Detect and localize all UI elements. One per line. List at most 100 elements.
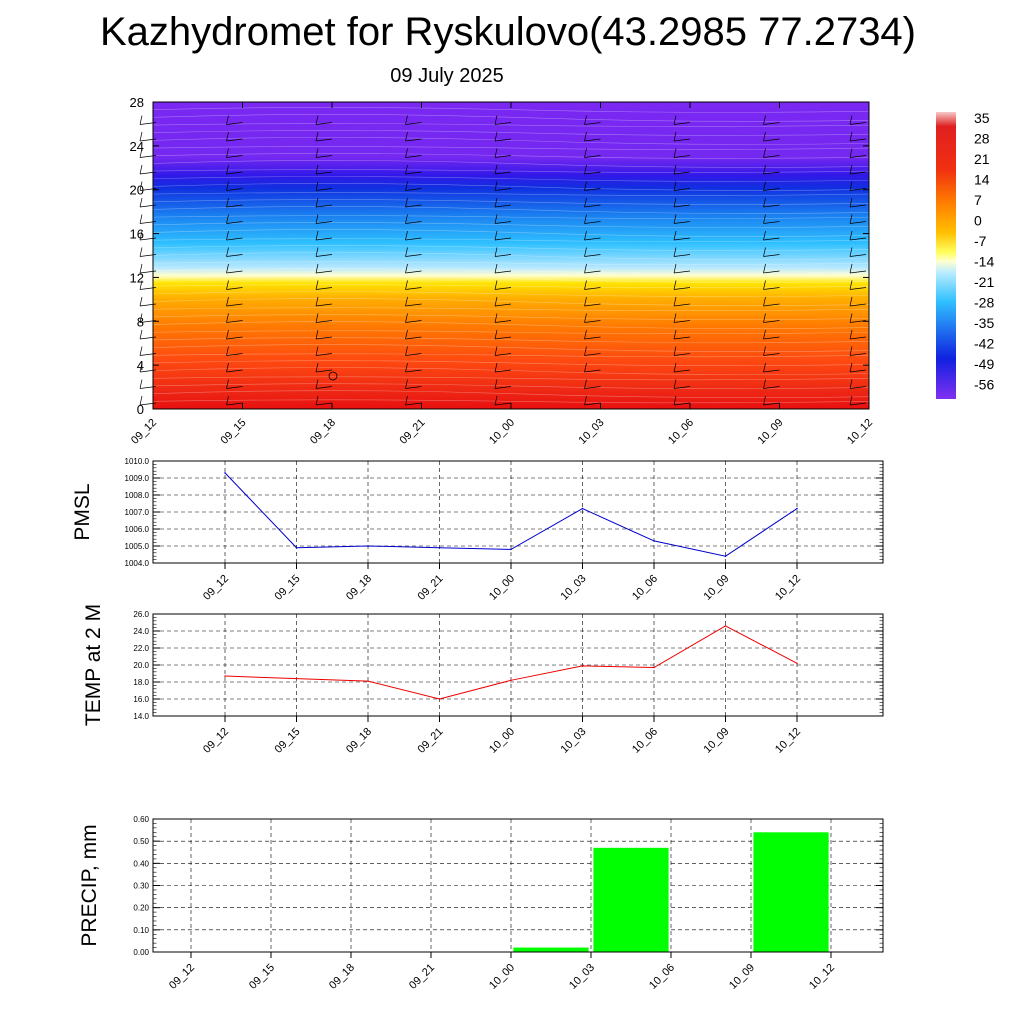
contour-line xyxy=(152,176,870,182)
wind-barb-flag xyxy=(315,346,319,356)
wind-barb-flag xyxy=(226,379,229,389)
wind-barb xyxy=(763,138,780,142)
y-tick-label: 1008.0 xyxy=(125,491,150,500)
wind-barb-flag xyxy=(763,329,766,340)
wind-barb-flag xyxy=(849,329,853,340)
x-tick-label: 09_12 xyxy=(201,726,231,756)
wind-barb xyxy=(584,188,601,191)
wind-barb xyxy=(405,155,422,158)
wind-barb xyxy=(226,353,243,356)
contour-line xyxy=(152,314,870,320)
wind-barb xyxy=(226,155,243,158)
wind-barb xyxy=(494,171,512,175)
wind-barb-flag xyxy=(405,181,408,191)
wind-barb xyxy=(849,287,867,290)
x-tick-label: 09_18 xyxy=(344,573,374,603)
x-tick-label: 10_03 xyxy=(577,417,607,447)
contour-line xyxy=(152,146,870,150)
wind-barb-flag xyxy=(494,214,498,224)
wind-barb-flag xyxy=(405,197,408,208)
contour-line xyxy=(152,291,870,297)
wind-barb xyxy=(405,287,422,290)
contour-line xyxy=(152,353,870,358)
colorbar-label: -56 xyxy=(974,377,994,393)
wind-barb xyxy=(226,287,243,290)
y-tick-label: 22.0 xyxy=(133,644,149,653)
wind-barb xyxy=(673,171,691,175)
wind-barb-flag xyxy=(673,230,677,241)
contour-line xyxy=(152,222,870,228)
wind-barb xyxy=(494,386,512,389)
data-point xyxy=(796,662,798,665)
wind-barb-flag xyxy=(405,115,408,125)
x-tick-label: 09_18 xyxy=(308,417,338,447)
wind-barb xyxy=(226,303,243,307)
precip-bar xyxy=(593,847,669,952)
wind-barb xyxy=(763,188,780,191)
x-tick-label: 09_18 xyxy=(327,962,357,992)
wind-barb-flag xyxy=(405,214,408,224)
wind-barb-flag xyxy=(226,329,229,340)
wind-barb-flag xyxy=(226,148,229,158)
wind-barb-flag xyxy=(226,362,229,373)
wind-barb-flag xyxy=(494,395,498,406)
wind-barb-flag xyxy=(584,346,587,356)
wind-barb xyxy=(673,303,691,307)
wind-barb xyxy=(849,353,867,356)
wind-barb-flag xyxy=(763,214,766,224)
contour-line xyxy=(152,261,870,265)
wind-barb-flag xyxy=(494,197,498,208)
contour-line xyxy=(152,238,870,242)
wind-barb-flag xyxy=(494,280,498,290)
wind-barb-flag xyxy=(584,197,587,208)
colorbar-label: 14 xyxy=(974,172,990,188)
wind-barb xyxy=(226,204,243,208)
temp-panel: 14.0 16.0 18.0 20.0 22.0 24.0 26.0 09_12 09_15 09… xyxy=(82,604,884,756)
data-point xyxy=(724,625,727,627)
wind-barb-flag xyxy=(849,230,853,241)
wind-barb xyxy=(494,303,512,307)
wind-barb-flag xyxy=(315,131,319,142)
wind-barb-flag xyxy=(315,280,319,290)
contour-line xyxy=(152,114,870,122)
x-tick-label: 10_06 xyxy=(666,417,696,447)
wind-barb-flag xyxy=(673,296,677,307)
wind-barb-flag xyxy=(139,131,143,142)
wind-barb xyxy=(226,254,243,257)
wind-barb-flag xyxy=(584,313,587,323)
wind-barb xyxy=(584,287,601,290)
x-tick-label: 10_12 xyxy=(845,417,875,447)
contour-line xyxy=(152,307,870,312)
wind-barb-flag xyxy=(763,181,766,191)
wind-barb-flag xyxy=(849,296,853,307)
wind-barb xyxy=(673,155,691,158)
x-tick-label: 09_21 xyxy=(398,417,428,447)
wind-barb xyxy=(849,171,867,175)
contour-line xyxy=(152,206,870,214)
contour-line xyxy=(152,137,870,145)
wind-barb-flag xyxy=(139,329,143,340)
wind-barb xyxy=(849,336,867,340)
wind-barb xyxy=(226,320,243,323)
colorbar-label: -49 xyxy=(974,356,994,372)
wind-barb xyxy=(315,138,333,142)
colorbar-label: -14 xyxy=(974,254,994,270)
wind-barb xyxy=(849,204,867,208)
wind-barb-flag xyxy=(226,263,229,274)
panel-frame xyxy=(152,613,884,717)
x-tick-label: 10_09 xyxy=(702,726,732,756)
wind-barb xyxy=(315,188,333,191)
wind-barb-flag xyxy=(849,395,853,406)
x-tick-label: 09_12 xyxy=(129,417,159,447)
wind-barb xyxy=(849,369,867,373)
colorbar-label: -21 xyxy=(974,274,994,290)
y-tick-label: 1006.0 xyxy=(125,525,150,534)
y-tick-label: 8 xyxy=(137,314,144,329)
data-point xyxy=(653,666,655,669)
wind-barb-flag xyxy=(763,313,766,323)
pmsl-panel: 1004.0 1005.0 1006.0 1007.0 1008.0 1009.0 1010… xyxy=(71,457,884,603)
wind-barb xyxy=(405,336,422,340)
wind-barb-flag xyxy=(315,247,319,257)
wind-barb-flag xyxy=(673,329,677,340)
